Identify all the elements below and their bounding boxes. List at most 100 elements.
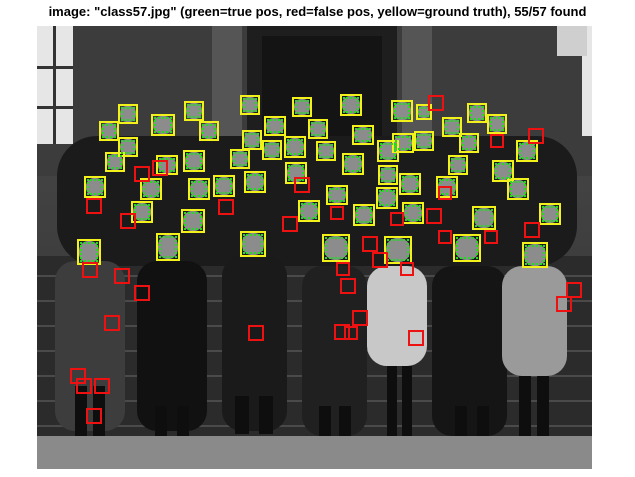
- true-positive-box: [495, 163, 511, 179]
- face: [416, 133, 432, 149]
- ground-truth-box: [442, 117, 462, 137]
- face: [264, 142, 280, 158]
- true-positive-box: [510, 181, 526, 197]
- true-positive-box: [451, 158, 465, 172]
- true-positive-box: [381, 168, 395, 182]
- false-positive-box: [490, 134, 504, 148]
- false-positive-box: [70, 368, 86, 384]
- face: [101, 123, 117, 139]
- face: [133, 203, 151, 221]
- ground-truth-box: [352, 125, 374, 145]
- ground-truth-box: [292, 97, 312, 117]
- false-positive-box: [86, 198, 102, 214]
- ground-truth-box: [507, 178, 529, 200]
- true-positive-box: [233, 152, 247, 166]
- ground-truth-box: [285, 162, 307, 184]
- true-positive-box: [380, 143, 396, 159]
- face: [286, 138, 304, 156]
- true-positive-box: [87, 179, 103, 195]
- ground-truth-box: [487, 114, 507, 134]
- ground-truth-box: [436, 176, 458, 198]
- face: [393, 102, 411, 120]
- face: [142, 180, 160, 198]
- face: [190, 180, 208, 198]
- ground-truth-box: [453, 234, 481, 262]
- face: [455, 236, 479, 260]
- class-photo: [37, 26, 592, 469]
- ground-truth-box: [353, 204, 375, 226]
- false-positive-box: [248, 325, 264, 341]
- true-positive-box: [247, 174, 263, 190]
- true-positive-box: [325, 237, 347, 259]
- face: [342, 96, 360, 114]
- false-positive-box: [82, 262, 98, 278]
- true-positive-box: [121, 107, 135, 121]
- false-positive-box: [352, 310, 368, 326]
- face: [324, 236, 348, 260]
- false-positive-box: [340, 278, 356, 294]
- false-positive-box: [334, 324, 350, 340]
- face: [450, 157, 466, 173]
- face: [378, 189, 396, 207]
- face: [246, 173, 264, 191]
- face: [355, 206, 373, 224]
- ground-truth-box: [284, 136, 306, 158]
- true-positive-box: [525, 245, 545, 265]
- true-positive-box: [542, 206, 558, 222]
- true-positive-box: [329, 188, 345, 202]
- ground-truth-box: [140, 178, 162, 200]
- ground-truth-box: [240, 231, 266, 257]
- true-positive-box: [191, 181, 207, 197]
- ground-truth-box: [340, 94, 362, 116]
- ground-truth-box: [151, 114, 175, 136]
- face: [232, 151, 248, 167]
- face: [354, 127, 372, 143]
- ground-truth-box: [472, 206, 496, 230]
- true-positive-box: [159, 236, 177, 258]
- true-positive-box: [187, 104, 201, 118]
- face: [461, 135, 477, 151]
- face: [120, 139, 136, 155]
- true-positive-box: [216, 178, 232, 194]
- ground-truth-box: [391, 100, 413, 122]
- ground-truth-box: [213, 175, 235, 197]
- true-positive-box: [355, 128, 371, 142]
- true-positive-box: [462, 136, 476, 150]
- face: [494, 162, 512, 180]
- face: [444, 119, 460, 135]
- true-positive-box: [108, 155, 122, 169]
- face: [328, 187, 346, 203]
- true-positive-box: [387, 239, 409, 261]
- ground-truth-box: [84, 176, 106, 198]
- false-positive-box: [94, 378, 110, 394]
- ground-truth-box: [376, 187, 398, 209]
- true-positive-box: [243, 98, 257, 112]
- face: [185, 152, 203, 170]
- true-positive-box: [475, 209, 493, 227]
- true-positive-box: [184, 212, 202, 230]
- true-positive-box: [202, 124, 216, 138]
- face: [186, 103, 202, 119]
- ground-truth-box: [492, 160, 514, 182]
- false-positive-box: [400, 262, 414, 276]
- face: [107, 154, 123, 170]
- ground-truth-box: [399, 173, 421, 195]
- false-positive-box: [566, 282, 582, 298]
- true-positive-box: [345, 156, 361, 172]
- ground-truth-box: [262, 140, 282, 160]
- false-positive-box: [438, 186, 452, 200]
- face: [386, 238, 410, 262]
- ground-truth-box: [118, 137, 138, 157]
- true-positive-box: [356, 207, 372, 223]
- true-positive-box: [121, 140, 135, 154]
- face: [524, 244, 546, 266]
- false-positive-box: [438, 230, 452, 244]
- ground-truth-box: [105, 152, 125, 172]
- false-positive-box: [152, 160, 168, 176]
- true-positive-box: [319, 144, 333, 158]
- ground-truth-box: [326, 185, 348, 205]
- face: [300, 202, 318, 220]
- ground-truth-box: [467, 103, 487, 123]
- ground-truth-box: [316, 141, 336, 161]
- false-positive-box: [336, 262, 350, 276]
